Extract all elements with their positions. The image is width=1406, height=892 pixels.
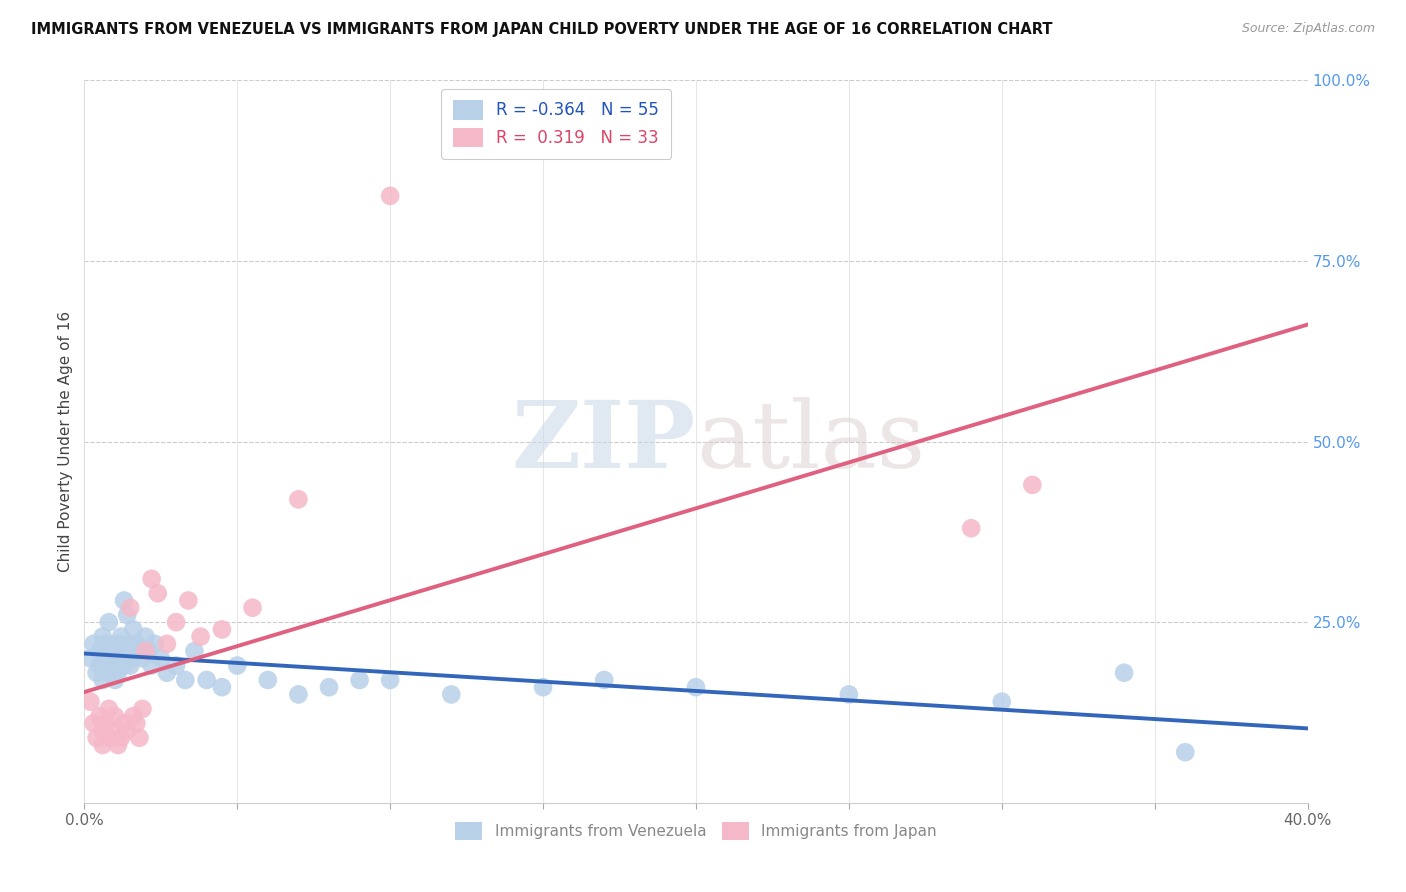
Point <box>110 731 132 745</box>
Point <box>91 738 114 752</box>
Point <box>125 716 148 731</box>
Point <box>89 658 111 673</box>
Point <box>380 673 402 687</box>
Point <box>112 716 135 731</box>
Point <box>135 630 157 644</box>
Point <box>226 658 249 673</box>
Point <box>143 637 166 651</box>
Point <box>115 607 138 622</box>
Point <box>380 189 402 203</box>
Point <box>97 702 120 716</box>
Point <box>440 687 463 701</box>
Point <box>97 665 120 680</box>
Point <box>120 658 142 673</box>
Point <box>156 637 179 651</box>
Point <box>177 593 200 607</box>
Point <box>242 600 264 615</box>
Point <box>112 593 135 607</box>
Point <box>115 644 138 658</box>
Point <box>79 651 101 665</box>
Point <box>287 492 309 507</box>
Point <box>79 695 101 709</box>
Point <box>960 521 983 535</box>
Point <box>94 637 117 651</box>
Point <box>318 680 340 694</box>
Point <box>101 723 124 738</box>
Point <box>135 644 157 658</box>
Point <box>349 673 371 687</box>
Point <box>195 673 218 687</box>
Point <box>94 716 117 731</box>
Point <box>101 644 124 658</box>
Point <box>131 651 153 665</box>
Point <box>104 709 127 723</box>
Point <box>94 651 117 665</box>
Point <box>838 687 860 701</box>
Point <box>120 637 142 651</box>
Point <box>86 665 108 680</box>
Point <box>104 651 127 665</box>
Point <box>107 738 129 752</box>
Point <box>685 680 707 694</box>
Point <box>593 673 616 687</box>
Point <box>83 716 105 731</box>
Point <box>91 630 114 644</box>
Point <box>110 651 132 665</box>
Point <box>128 731 150 745</box>
Point <box>156 665 179 680</box>
Point <box>83 637 105 651</box>
Point <box>112 658 135 673</box>
Point <box>257 673 280 687</box>
Point <box>107 665 129 680</box>
Point <box>183 644 205 658</box>
Point <box>104 673 127 687</box>
Point <box>128 644 150 658</box>
Point <box>149 651 172 665</box>
Point <box>91 673 114 687</box>
Point <box>89 644 111 658</box>
Y-axis label: Child Poverty Under the Age of 16: Child Poverty Under the Age of 16 <box>58 311 73 572</box>
Point <box>101 658 124 673</box>
Point <box>115 723 138 738</box>
Point <box>211 623 233 637</box>
Point <box>138 644 160 658</box>
Text: IMMIGRANTS FROM VENEZUELA VS IMMIGRANTS FROM JAPAN CHILD POVERTY UNDER THE AGE O: IMMIGRANTS FROM VENEZUELA VS IMMIGRANTS … <box>31 22 1053 37</box>
Point <box>190 630 212 644</box>
Point <box>146 586 169 600</box>
Point <box>1021 478 1043 492</box>
Text: Source: ZipAtlas.com: Source: ZipAtlas.com <box>1241 22 1375 36</box>
Legend: Immigrants from Venezuela, Immigrants from Japan: Immigrants from Venezuela, Immigrants fr… <box>449 816 943 846</box>
Point <box>110 630 132 644</box>
Point <box>91 723 114 738</box>
Point <box>122 623 145 637</box>
Point <box>1174 745 1197 759</box>
Point <box>122 709 145 723</box>
Point <box>141 572 163 586</box>
Text: ZIP: ZIP <box>512 397 696 486</box>
Point <box>531 680 554 694</box>
Point <box>120 600 142 615</box>
Point <box>97 731 120 745</box>
Point <box>165 615 187 630</box>
Point <box>991 695 1014 709</box>
Point <box>131 702 153 716</box>
Text: atlas: atlas <box>696 397 925 486</box>
Point <box>174 673 197 687</box>
Point <box>1114 665 1136 680</box>
Point <box>97 615 120 630</box>
Point <box>125 637 148 651</box>
Point <box>287 687 309 701</box>
Point <box>211 680 233 694</box>
Point <box>165 658 187 673</box>
Point <box>89 709 111 723</box>
Point <box>122 651 145 665</box>
Point <box>107 637 129 651</box>
Point <box>141 658 163 673</box>
Point <box>86 731 108 745</box>
